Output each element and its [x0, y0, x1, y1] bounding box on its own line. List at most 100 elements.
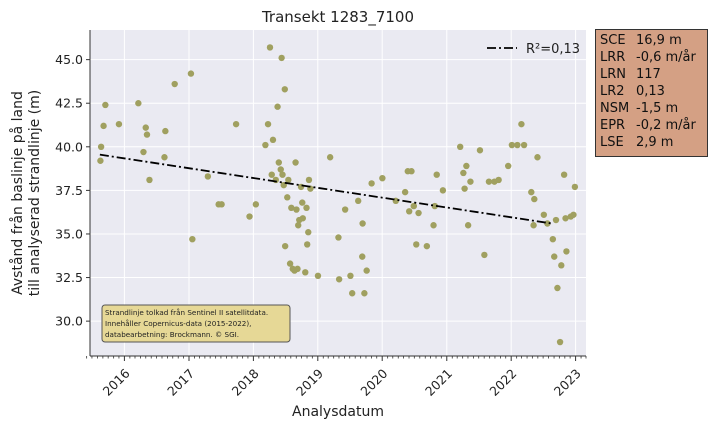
stat-value: 117: [636, 67, 661, 82]
data-point: [277, 166, 284, 173]
source-note-line3: databearbetning: Brockmann. © SGI.: [105, 330, 239, 339]
data-point: [303, 204, 310, 212]
x-axis-ticks: 2016 2017 2018 2019 2020 2021 2022 2023: [86, 355, 587, 399]
data-point: [401, 188, 409, 196]
data-point: [556, 338, 564, 346]
data-point: [335, 234, 342, 241]
data-point: [292, 159, 299, 166]
stat-value: -0,2 m/år: [636, 118, 696, 133]
data-point: [341, 206, 349, 213]
data-point: [142, 124, 149, 131]
data-point: [430, 222, 437, 229]
data-point: [246, 213, 253, 220]
data-point: [504, 162, 512, 170]
data-point: [518, 120, 525, 128]
stat-row-nsm: NSM -1,5 m: [600, 100, 703, 117]
data-point: [218, 201, 225, 208]
data-point: [456, 143, 464, 151]
data-point: [293, 206, 300, 213]
stat-row-lr2: LR2 0,13: [600, 83, 703, 100]
y-tick-label: 32.5: [55, 270, 83, 285]
data-point: [460, 169, 467, 177]
data-point: [146, 176, 153, 184]
data-point: [284, 194, 291, 201]
y-tick-label: 45.0: [55, 52, 83, 67]
legend: R²=0,13: [487, 42, 580, 57]
data-point: [549, 235, 557, 243]
data-point: [252, 201, 260, 208]
chart-title: Transekt 1283_7100: [261, 8, 414, 27]
stat-value: -1,5 m: [636, 101, 679, 116]
data-point: [102, 101, 109, 109]
data-point: [485, 178, 493, 185]
data-point: [514, 141, 521, 149]
data-point: [171, 80, 178, 88]
source-note-line2: Innehåller Copernicus-data (2015-2022),: [105, 319, 251, 328]
y-axis-label-line1: Avstånd från baslinje på land: [9, 91, 26, 295]
data-point: [562, 215, 569, 222]
stat-row-epr: EPR -0,2 m/år: [600, 117, 703, 134]
stat-key: EPR: [600, 118, 626, 133]
data-point: [288, 204, 295, 212]
data-point: [304, 241, 311, 248]
y-tick-label: 30.0: [55, 314, 83, 329]
data-point: [232, 120, 240, 128]
data-point: [135, 100, 142, 107]
data-point: [162, 127, 169, 135]
data-point: [115, 120, 123, 128]
x-tick-label: 2023: [551, 366, 584, 399]
data-point: [361, 290, 368, 297]
data-point: [302, 269, 309, 276]
data-point: [439, 187, 447, 194]
x-tick-label: 2018: [229, 366, 262, 399]
data-point: [314, 272, 322, 280]
y-axis-label-line2: till analyserad strandlinje (m): [27, 90, 43, 296]
data-point: [189, 235, 196, 243]
stat-value: 2,9 m: [636, 135, 674, 150]
data-point: [278, 54, 285, 62]
stat-row-lse: LSE 2,9 m: [600, 134, 703, 151]
data-point: [520, 141, 528, 149]
y-tick-label: 35.0: [55, 226, 83, 241]
data-point: [187, 70, 195, 77]
data-point: [349, 290, 356, 297]
stat-key: LRR: [600, 50, 626, 65]
data-point: [295, 222, 302, 229]
x-tick-label: 2021: [422, 366, 455, 399]
data-point: [508, 141, 516, 149]
stat-key: LR2: [600, 84, 625, 99]
data-point: [558, 262, 565, 269]
x-tick-label: 2020: [357, 366, 390, 399]
stat-value: -0,6 m/år: [636, 50, 696, 65]
data-point: [461, 185, 468, 192]
data-point: [495, 176, 502, 184]
data-point: [264, 120, 272, 128]
stat-value: 0,13: [636, 84, 665, 99]
data-point: [563, 248, 570, 255]
data-point: [335, 276, 343, 283]
y-tick-label: 42.5: [55, 96, 83, 111]
data-point: [534, 154, 541, 161]
data-point: [97, 157, 104, 164]
data-point: [463, 162, 470, 170]
data-point: [274, 103, 281, 110]
y-tick-label: 37.5: [55, 183, 83, 198]
data-point: [305, 176, 313, 184]
data-point: [355, 197, 362, 205]
data-point: [359, 253, 366, 260]
data-point: [279, 171, 286, 178]
data-point: [530, 222, 537, 229]
data-point: [299, 215, 306, 222]
data-point: [299, 199, 306, 206]
source-note-box: [101, 304, 291, 343]
data-point: [410, 202, 417, 210]
y-axis-ticks: 30.0 32.5 35.0 37.5 40.0 42.5 45.0: [55, 30, 91, 356]
stat-value: 16,9 m: [636, 33, 682, 48]
data-point: [262, 141, 269, 149]
y-axis-label: Avstånd från baslinje på land till analy…: [9, 90, 43, 296]
data-point: [140, 148, 147, 156]
data-point: [97, 143, 105, 151]
data-point: [204, 173, 212, 180]
